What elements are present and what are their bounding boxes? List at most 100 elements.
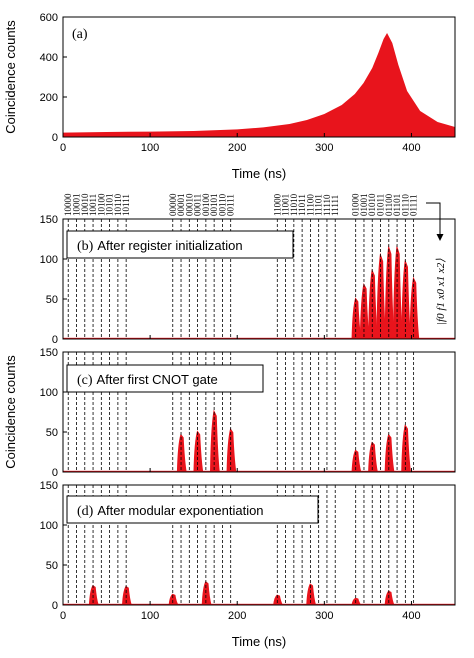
y-tick-label: 0 <box>52 132 58 144</box>
panel-d-legend-box <box>66 495 319 524</box>
basis-state-label: 11111 <box>330 195 340 216</box>
basis-state-label: 10100 <box>96 193 106 216</box>
panel-a-chart: 0 200 400 600 0 100 200 300 400 (a) Coincidence … <box>3 12 456 181</box>
peak-b-25 <box>359 283 370 339</box>
panel-d-chart: 0 50 100 150 0 100 200 300 400 (d) After modular … <box>40 480 456 649</box>
basis-state-label: 00010 <box>184 193 194 216</box>
basis-state-label: 00011 <box>193 194 203 216</box>
peak-b-31 <box>409 276 420 339</box>
panel-b-chart: 0 50 100 150 (b) After register initializati… <box>40 214 456 346</box>
basis-state-label: 00001 <box>176 194 186 217</box>
y-tick-label: 100 <box>40 254 58 266</box>
peak-b-28 <box>384 244 395 339</box>
basis-state-label: 01111 <box>409 195 419 217</box>
panel-d-xlabel: Time (ns) <box>232 634 286 649</box>
basis-state-label: 11100 <box>305 194 315 216</box>
basis-state-label: 11101 <box>314 194 324 216</box>
basis-state-label: 01100 <box>384 193 394 216</box>
y-tick-label: 0 <box>52 334 58 346</box>
x-tick-label: 300 <box>315 142 333 154</box>
basis-arrow <box>426 202 444 241</box>
panel-c-frame <box>62 351 456 473</box>
basis-state-label: 00000 <box>168 193 178 216</box>
y-tick-label: 0 <box>52 600 58 612</box>
x-tick-label: 100 <box>141 610 159 622</box>
basis-state-label: 11110 <box>322 194 332 216</box>
basis-state-label: 10101 <box>105 194 115 217</box>
peak-c-1 <box>176 433 187 472</box>
panel-c-chart: 0 50 100 150 (c) After first CNOT gate <box>40 347 456 479</box>
peak-c-10 <box>368 441 378 472</box>
panel-a-ylabel: Coincidence counts <box>3 20 18 134</box>
peak-c-8 <box>351 449 362 472</box>
basis-state-label: 00110 <box>217 193 227 216</box>
basis-state-label: 01110 <box>400 194 410 216</box>
peak-d-2 <box>168 593 179 605</box>
peak-b-24 <box>351 297 362 339</box>
basis-state-label: 01010 <box>367 193 377 216</box>
panel-c-legend-box <box>66 364 264 393</box>
peak-d-7 <box>384 590 395 605</box>
peak-d-4 <box>273 594 283 605</box>
basis-state-label: 01000 <box>351 193 361 216</box>
y-tick-label: 50 <box>46 294 58 306</box>
peak-b-27 <box>376 252 387 339</box>
basis-state-label: 00101 <box>209 194 219 217</box>
baseline-noise <box>63 603 455 605</box>
y-tick-label: 400 <box>40 52 58 64</box>
panel-b-legend-box <box>66 230 294 259</box>
y-tick-label: 50 <box>46 427 58 439</box>
basis-state-label: 11000 <box>272 193 282 216</box>
basis-state-label: 10000 <box>63 193 73 216</box>
x-tick-label: 0 <box>60 610 66 622</box>
panel-d-caption: (d) After modular exponentiation <box>77 503 264 519</box>
x-tick-label: 300 <box>315 610 333 622</box>
basis-ket-label: |f0 f1 x0 x1 x2⟩ <box>435 258 447 325</box>
y-tick-label: 150 <box>40 214 58 226</box>
peak-d-0 <box>88 585 99 605</box>
y-tick-label: 600 <box>40 12 58 24</box>
y-tick-label: 0 <box>52 467 58 479</box>
basis-state-label: 11001 <box>281 194 291 216</box>
peak-d-5 <box>306 583 317 605</box>
basis-state-label: 10010 <box>80 193 90 216</box>
peak-b-26 <box>368 268 378 339</box>
basis-state-label: 11011 <box>297 194 307 216</box>
panel-d-frame <box>62 484 456 606</box>
peak-b-29 <box>392 244 403 339</box>
shared-ylabel: Coincidence counts <box>3 355 18 469</box>
x-tick-label: 100 <box>141 142 159 154</box>
peak-d-6 <box>351 597 362 605</box>
x-tick-label: 400 <box>402 142 420 154</box>
y-tick-label: 200 <box>40 92 58 104</box>
basis-state-label: 00111 <box>226 194 236 216</box>
basis-state-label: 10011 <box>88 194 98 216</box>
panel-b-caption: (b) After register initialization <box>77 238 243 254</box>
baseline-noise <box>63 470 455 472</box>
y-tick-label: 100 <box>40 387 58 399</box>
peak-d-3 <box>201 581 212 605</box>
y-tick-label: 150 <box>40 347 58 359</box>
panel-a-frame <box>62 16 456 138</box>
panel-a-label: (a) <box>72 27 88 42</box>
y-tick-label: 150 <box>40 480 58 492</box>
peak-c-12 <box>384 433 395 472</box>
peak-c-5 <box>210 409 220 472</box>
peak-c-3 <box>193 430 204 472</box>
panel-a-xlabel: Time (ns) <box>232 166 286 181</box>
y-tick-label: 100 <box>40 520 58 532</box>
panel-c-caption: (c) After first CNOT gate <box>77 372 218 388</box>
x-tick-label: 0 <box>60 142 66 154</box>
baseline-noise <box>63 337 455 339</box>
peak-c-7 <box>226 428 237 472</box>
histogram-area <box>63 33 455 137</box>
y-tick-label: 50 <box>46 560 58 572</box>
basis-state-label: 01001 <box>359 194 369 217</box>
x-tick-label: 200 <box>228 142 246 154</box>
basis-state-label: 11010 <box>289 193 299 216</box>
basis-state-label: 00100 <box>201 193 211 216</box>
x-tick-label: 200 <box>228 610 246 622</box>
x-tick-label: 400 <box>402 610 420 622</box>
basis-state-labels: 1000010001100101001110100101011011010111… <box>63 193 418 216</box>
